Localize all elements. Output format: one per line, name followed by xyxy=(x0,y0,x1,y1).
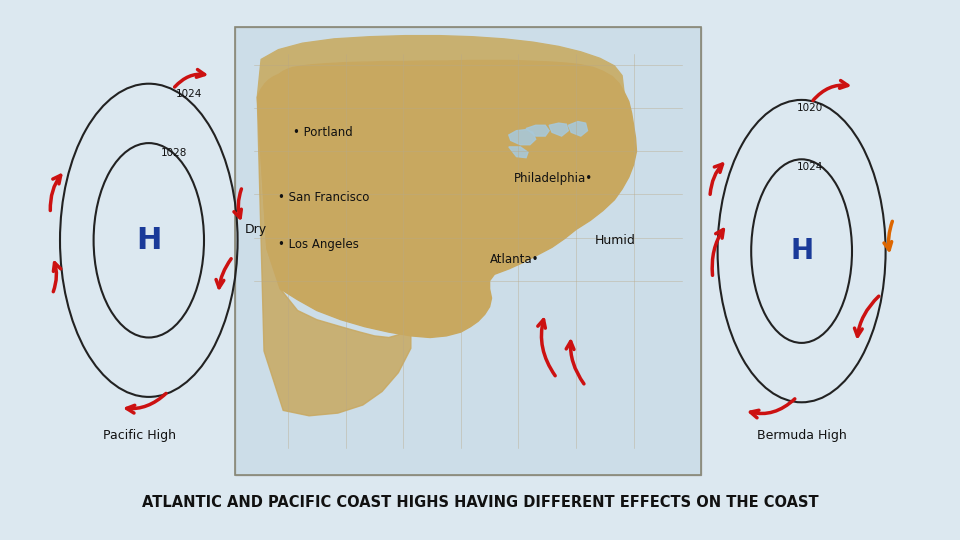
Polygon shape xyxy=(257,36,624,97)
Polygon shape xyxy=(526,125,549,136)
Text: Humid: Humid xyxy=(595,234,636,247)
Polygon shape xyxy=(509,130,536,145)
Bar xyxy=(235,27,701,475)
Text: 1024: 1024 xyxy=(797,162,823,172)
Polygon shape xyxy=(257,60,636,338)
Polygon shape xyxy=(549,123,568,136)
Text: ATLANTIC AND PACIFIC COAST HIGHS HAVING DIFFERENT EFFECTS ON THE COAST: ATLANTIC AND PACIFIC COAST HIGHS HAVING … xyxy=(142,495,818,510)
Text: H: H xyxy=(136,226,161,255)
Text: • San Francisco: • San Francisco xyxy=(278,191,370,204)
Polygon shape xyxy=(509,147,528,158)
Text: Atlanta•: Atlanta• xyxy=(490,253,540,266)
Text: Dry: Dry xyxy=(245,223,267,236)
Text: Philadelphia•: Philadelphia• xyxy=(514,172,592,185)
Polygon shape xyxy=(568,122,588,136)
Text: 1028: 1028 xyxy=(160,148,186,159)
Text: • Los Angeles: • Los Angeles xyxy=(278,238,359,251)
Bar xyxy=(235,27,701,475)
Polygon shape xyxy=(257,97,411,416)
Text: 1020: 1020 xyxy=(797,103,823,113)
Bar xyxy=(235,27,701,475)
Text: 1024: 1024 xyxy=(176,89,202,99)
Text: H: H xyxy=(790,237,813,265)
Text: Pacific High: Pacific High xyxy=(103,429,176,442)
Text: • Portland: • Portland xyxy=(293,126,352,139)
Text: Bermuda High: Bermuda High xyxy=(756,429,847,442)
